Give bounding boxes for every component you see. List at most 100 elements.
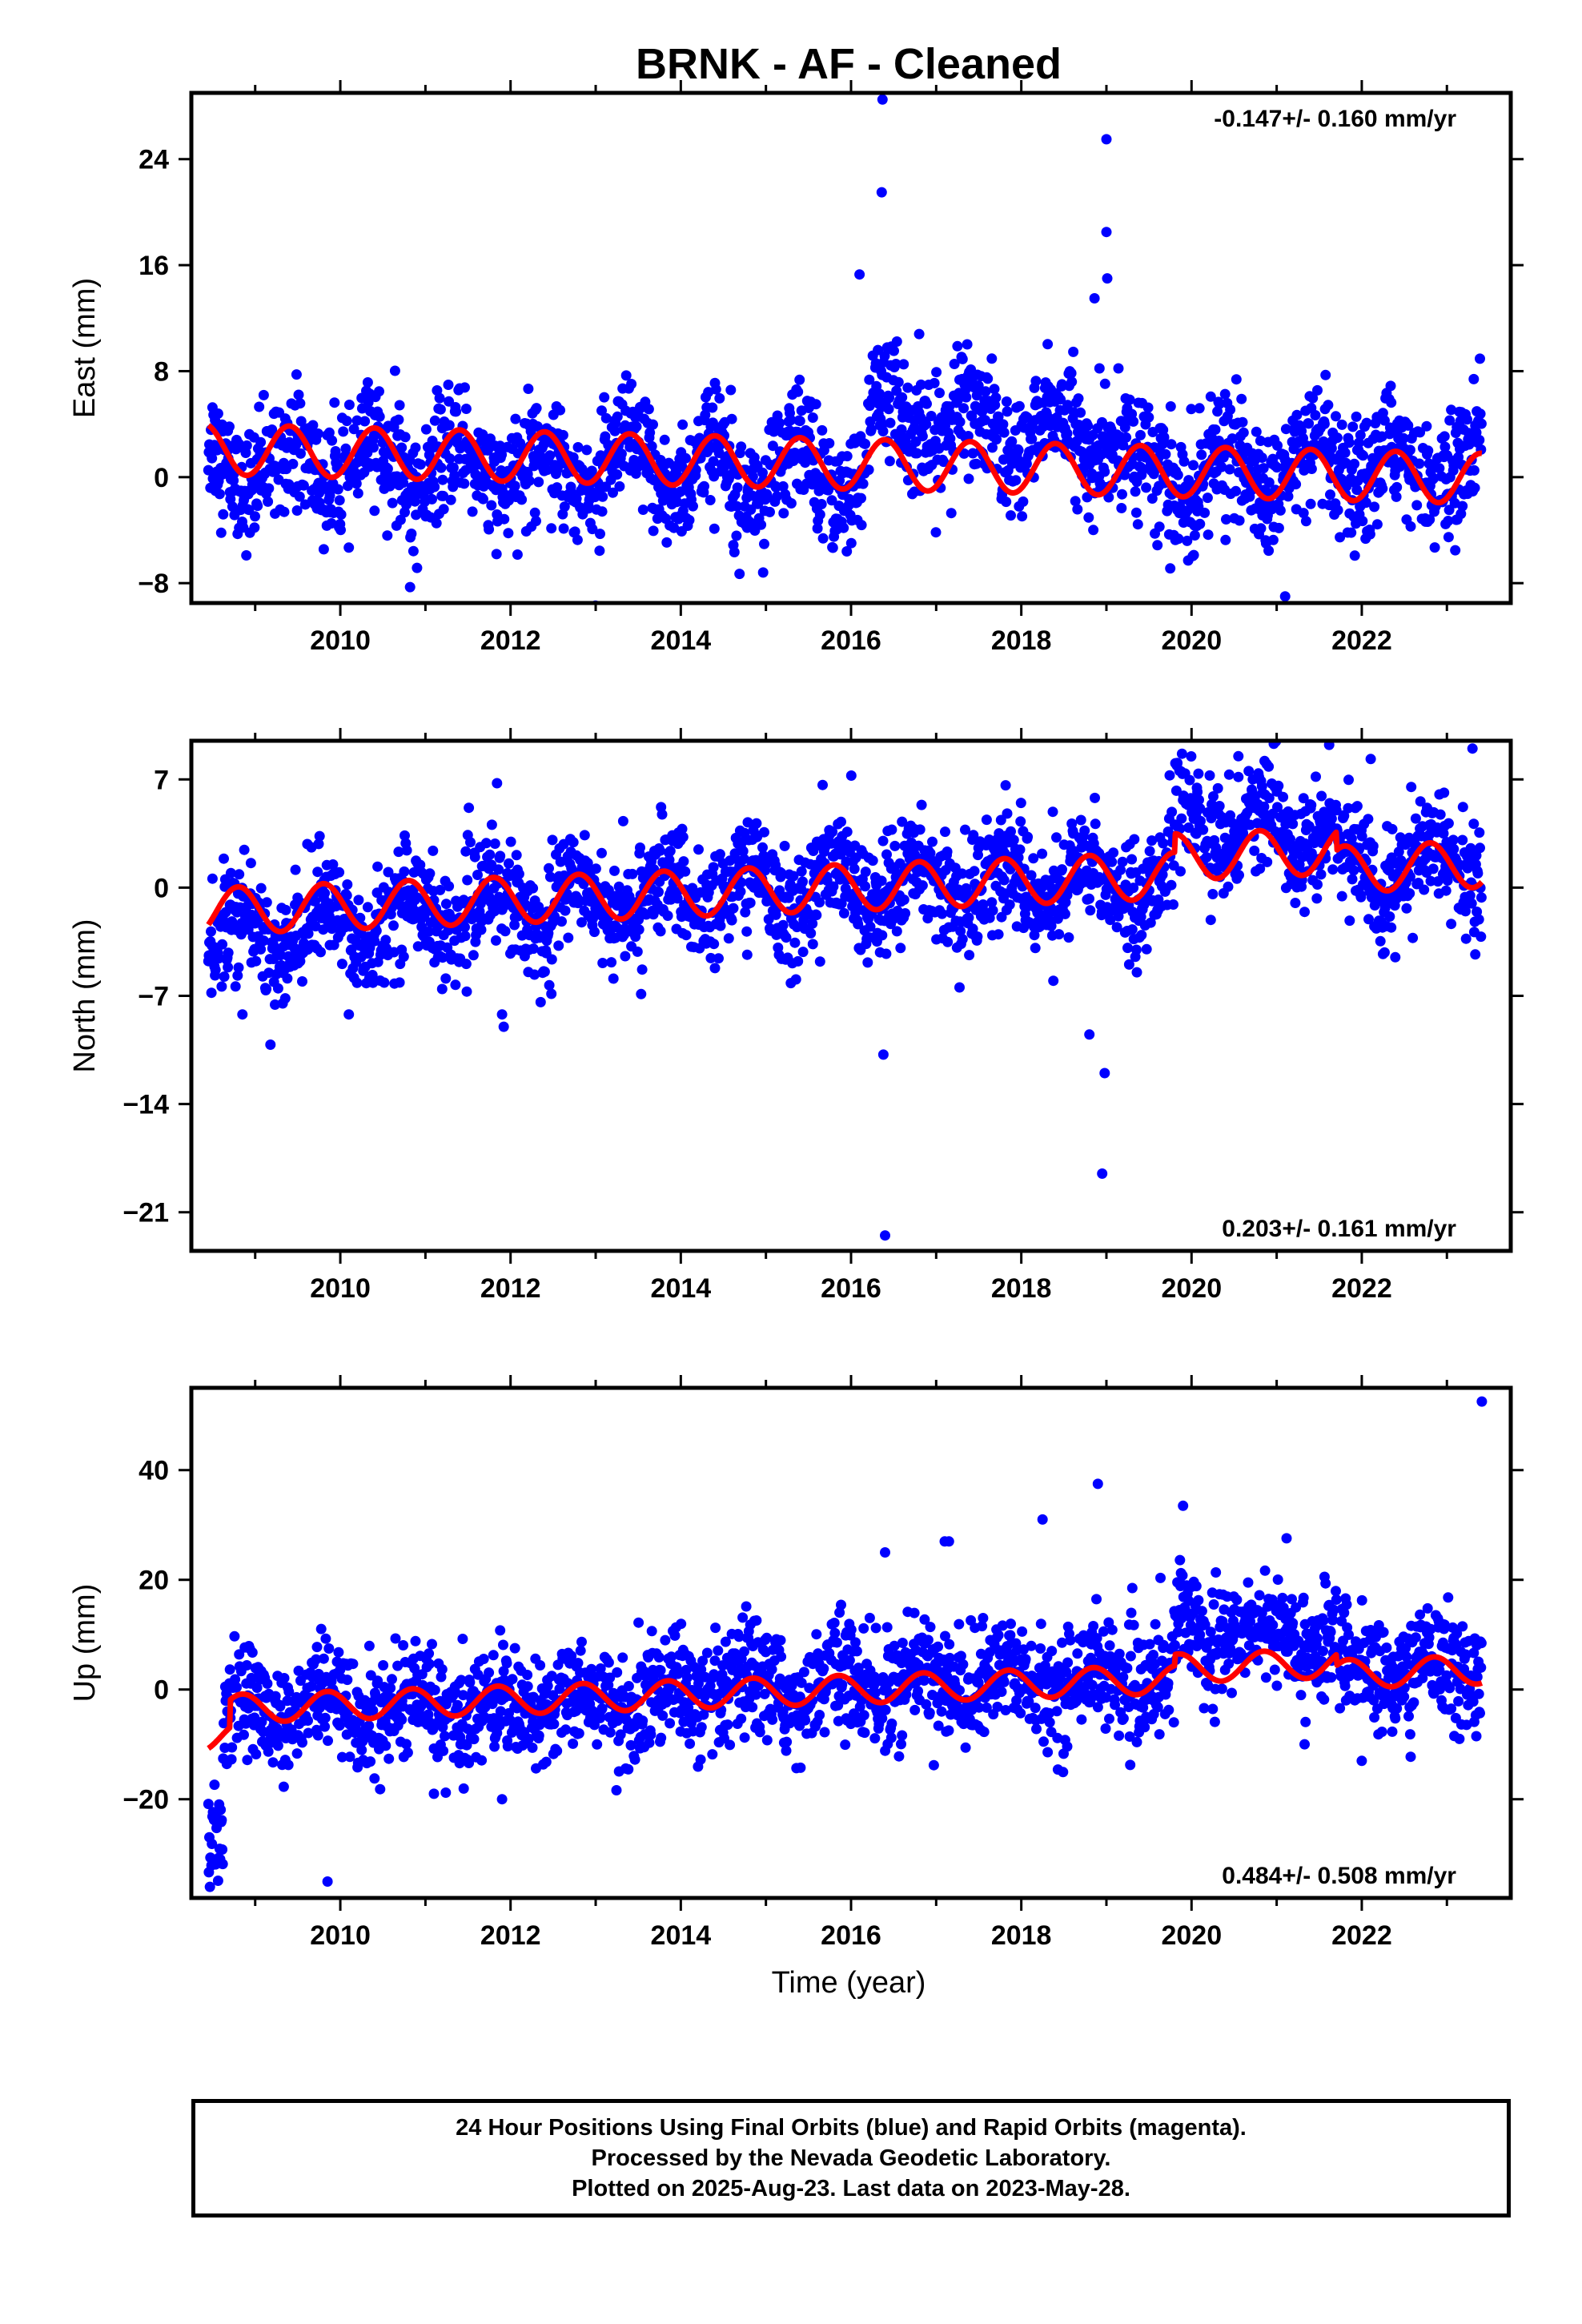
data-point <box>410 1635 421 1647</box>
data-point <box>1415 796 1426 807</box>
data-point <box>862 957 873 968</box>
data-point <box>877 426 889 436</box>
data-point <box>402 1747 413 1758</box>
outlier-point <box>1101 227 1112 238</box>
data-point <box>765 506 775 517</box>
data-point <box>500 926 511 937</box>
data-point <box>1233 771 1244 782</box>
data-point <box>898 359 909 370</box>
data-point <box>1446 404 1457 416</box>
data-point <box>332 459 343 470</box>
data-point <box>318 924 329 935</box>
data-point <box>1344 915 1355 927</box>
data-point <box>1401 903 1412 914</box>
data-point <box>1331 432 1343 444</box>
data-point <box>1273 780 1284 791</box>
data-point <box>1442 875 1453 886</box>
data-point <box>597 491 608 502</box>
data-point <box>789 937 801 948</box>
outlier-point <box>1097 1168 1108 1179</box>
data-point <box>449 470 460 481</box>
data-point <box>387 497 398 509</box>
data-point <box>213 953 224 964</box>
data-point <box>1141 482 1152 493</box>
data-point <box>1030 376 1042 387</box>
data-point <box>600 412 612 424</box>
data-point <box>973 380 984 391</box>
data-point <box>1347 421 1359 432</box>
data-point <box>1090 818 1101 830</box>
data-point <box>981 814 992 826</box>
data-point <box>312 428 323 439</box>
data-point <box>491 935 501 946</box>
data-point <box>788 870 799 882</box>
data-point <box>911 448 922 459</box>
data-point <box>499 513 510 525</box>
data-point <box>241 550 252 561</box>
y-tick-label: −21 <box>122 1198 169 1228</box>
data-point <box>971 458 982 469</box>
data-point <box>1263 477 1275 488</box>
data-point <box>329 397 340 408</box>
data-point <box>987 442 998 453</box>
data-point <box>898 895 909 905</box>
data-point <box>242 1755 253 1766</box>
data-point <box>990 392 1002 404</box>
y-tick-label: −7 <box>138 982 169 1012</box>
data-point <box>1405 521 1416 532</box>
data-point <box>342 1675 353 1686</box>
data-point <box>1468 818 1480 830</box>
data-point <box>1310 410 1321 420</box>
data-point <box>251 955 262 967</box>
data-point <box>1117 856 1128 867</box>
data-point <box>684 515 695 525</box>
data-point <box>367 970 378 980</box>
data-point <box>864 374 875 385</box>
data-point <box>889 345 899 356</box>
data-point <box>347 1659 359 1670</box>
data-point <box>845 770 857 781</box>
data-point <box>963 912 974 923</box>
data-point <box>1029 930 1040 941</box>
data-point <box>1476 418 1487 429</box>
data-point <box>468 1734 480 1745</box>
data-point <box>713 953 724 964</box>
data-point <box>230 981 241 992</box>
data-point <box>740 907 751 918</box>
data-point <box>889 840 901 851</box>
data-point <box>1349 458 1360 469</box>
data-point <box>681 452 691 464</box>
x-tick-label: 2014 <box>651 625 712 656</box>
data-point <box>714 849 725 860</box>
data-point <box>735 886 746 897</box>
data-point <box>648 525 659 537</box>
data-point <box>1231 485 1242 497</box>
x-tick-label: 2018 <box>991 625 1052 656</box>
data-point <box>241 1660 252 1671</box>
data-point <box>927 836 938 847</box>
outlier-point <box>880 1230 890 1241</box>
data-point <box>1136 930 1147 941</box>
outlier-point <box>877 1049 889 1060</box>
data-point <box>998 427 1010 438</box>
data-point <box>323 1643 335 1654</box>
east-frame <box>189 90 1513 605</box>
data-point <box>382 530 393 541</box>
data-point <box>451 406 462 417</box>
data-point <box>796 866 807 877</box>
data-point <box>320 1633 331 1644</box>
data-point <box>1207 889 1219 899</box>
data-point <box>1055 394 1066 405</box>
data-point <box>1414 458 1425 469</box>
data-point <box>1453 452 1464 463</box>
data-point <box>1298 793 1309 804</box>
data-point <box>1386 397 1397 408</box>
data-point <box>1199 507 1211 518</box>
data-point <box>1224 464 1235 475</box>
data-point <box>1164 770 1175 781</box>
data-point <box>964 950 975 961</box>
outlier-point <box>343 1009 355 1020</box>
data-point <box>444 881 455 892</box>
data-point <box>371 925 382 936</box>
data-point <box>379 977 390 988</box>
